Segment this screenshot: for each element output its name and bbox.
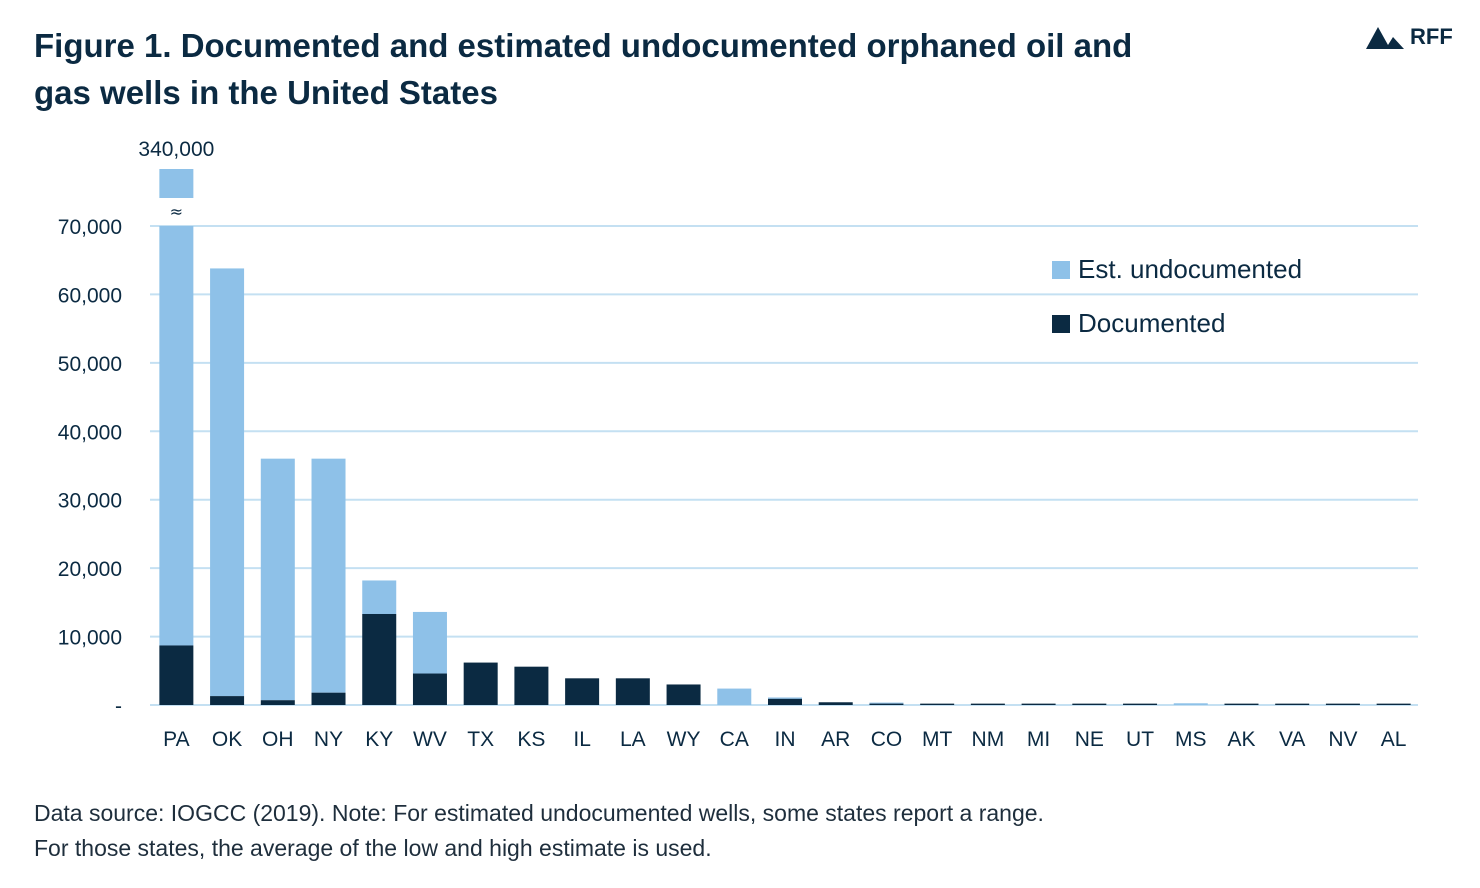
bar-documented-in [768, 698, 802, 705]
bar-undocumented-oh [260, 458, 295, 701]
bar-documented-ny [311, 692, 346, 705]
bar-undocumented-pa [159, 226, 194, 646]
y-tick-label: 30,000 [58, 490, 122, 513]
bars: ≈340,000 [138, 138, 1411, 705]
bar-undocumented-ny [311, 458, 346, 693]
x-tick-label: NV [1328, 728, 1357, 751]
axis-break-mark: ≈ [170, 202, 183, 221]
source-note: Data source: IOGCC (2019). Note: For est… [34, 796, 1334, 866]
x-tick-label: OK [212, 728, 242, 751]
bar-documented-pa [159, 645, 194, 705]
x-tick-label: AK [1227, 728, 1255, 751]
bar-documented-ks [514, 666, 549, 705]
bar-chart: - 10,000 20,000 30,000 40,000 50,000 60,000 70,… [58, 138, 1418, 751]
x-tick-label: KS [517, 728, 545, 751]
bar-documented-nv [1325, 703, 1360, 705]
bar-undocumented-pa-overflow [159, 169, 194, 198]
bar-undocumented-ky [362, 580, 397, 614]
x-tick-label: CA [720, 728, 749, 751]
legend-swatch [1052, 261, 1070, 279]
x-tick-label: OH [262, 728, 294, 751]
bar-documented-ky [362, 613, 397, 705]
legend-label: Documented [1078, 308, 1225, 338]
bar-documented-ar [818, 702, 853, 705]
x-tick-label: WY [667, 728, 701, 751]
x-tick-label: NM [972, 728, 1005, 751]
x-tick-label: NY [314, 728, 343, 751]
x-tick-label: LA [620, 728, 646, 751]
bar-documented-al [1376, 703, 1411, 705]
x-tick-label: IN [775, 728, 796, 751]
source-note-line-2: For those states, the average of the low… [34, 835, 712, 861]
y-tick-label: 60,000 [58, 284, 122, 307]
x-tick-label: CO [871, 728, 903, 751]
x-tick-label: NE [1075, 728, 1104, 751]
bar-documented-ak [1224, 703, 1259, 705]
bar-documented-mi [1021, 703, 1056, 705]
x-tick-label: VA [1279, 728, 1305, 751]
logo-text: RFF [1410, 24, 1453, 49]
bar-documented-ok [210, 696, 245, 705]
rff-logo: RFF [1366, 24, 1453, 50]
y-tick-label: 40,000 [58, 421, 122, 444]
chart-title: Figure 1. Documented and estimated undoc… [34, 27, 1133, 111]
y-tick-label: 70,000 [58, 216, 122, 239]
x-tick-label: IL [573, 728, 591, 751]
legend-label: Est. undocumented [1078, 254, 1302, 284]
bar-documented-la [615, 678, 650, 705]
x-tick-label: UT [1126, 728, 1154, 751]
bar-documented-ne [1072, 703, 1107, 705]
x-tick-label: WV [413, 728, 447, 751]
x-tick-label: AL [1381, 728, 1407, 751]
x-tick-label: MI [1027, 728, 1050, 751]
bar-undocumented-ca [717, 688, 752, 705]
bar-documented-nm [970, 703, 1005, 705]
bar-documented-wy [666, 684, 701, 705]
x-tick-label: AR [821, 728, 850, 751]
y-tick-label: 20,000 [58, 558, 122, 581]
total-label-pa: 340,000 [138, 138, 214, 161]
x-tick-label: TX [467, 728, 494, 751]
bar-undocumented-wv [412, 611, 447, 674]
x-tick-label: MT [922, 728, 952, 751]
legend: Est. undocumented Documented [1052, 254, 1302, 338]
y-tick-label: - [115, 695, 122, 718]
legend-swatch [1052, 315, 1070, 333]
bar-documented-va [1275, 703, 1310, 705]
bar-undocumented-ms [1173, 703, 1208, 705]
x-tick-label: MS [1175, 728, 1207, 751]
y-axis-ticks: - 10,000 20,000 30,000 40,000 50,000 60,000 70,… [58, 216, 122, 718]
bar-documented-oh [260, 700, 295, 705]
bar-documented-co [869, 703, 904, 705]
bar-documented-wv [412, 673, 447, 705]
bar-undocumented-in [768, 697, 802, 699]
bar-documented-tx [463, 662, 498, 705]
y-tick-label: 10,000 [58, 627, 122, 650]
bar-undocumented-co [869, 702, 904, 704]
y-tick-label: 50,000 [58, 353, 122, 376]
bar-documented-il [565, 678, 600, 705]
bar-documented-ut [1123, 703, 1158, 705]
mountain-icon [1366, 27, 1404, 49]
bar-documented-mt [920, 703, 955, 705]
bar-undocumented-ok [210, 268, 245, 697]
x-tick-label: PA [163, 728, 189, 751]
source-note-line-1: Data source: IOGCC (2019). Note: For est… [34, 800, 1044, 826]
x-axis-ticks: PA OK OH NY KY WV TX KS IL LA WY CA IN AR CO MT NM MI NE UT… [163, 728, 1406, 751]
x-tick-label: KY [365, 728, 393, 751]
